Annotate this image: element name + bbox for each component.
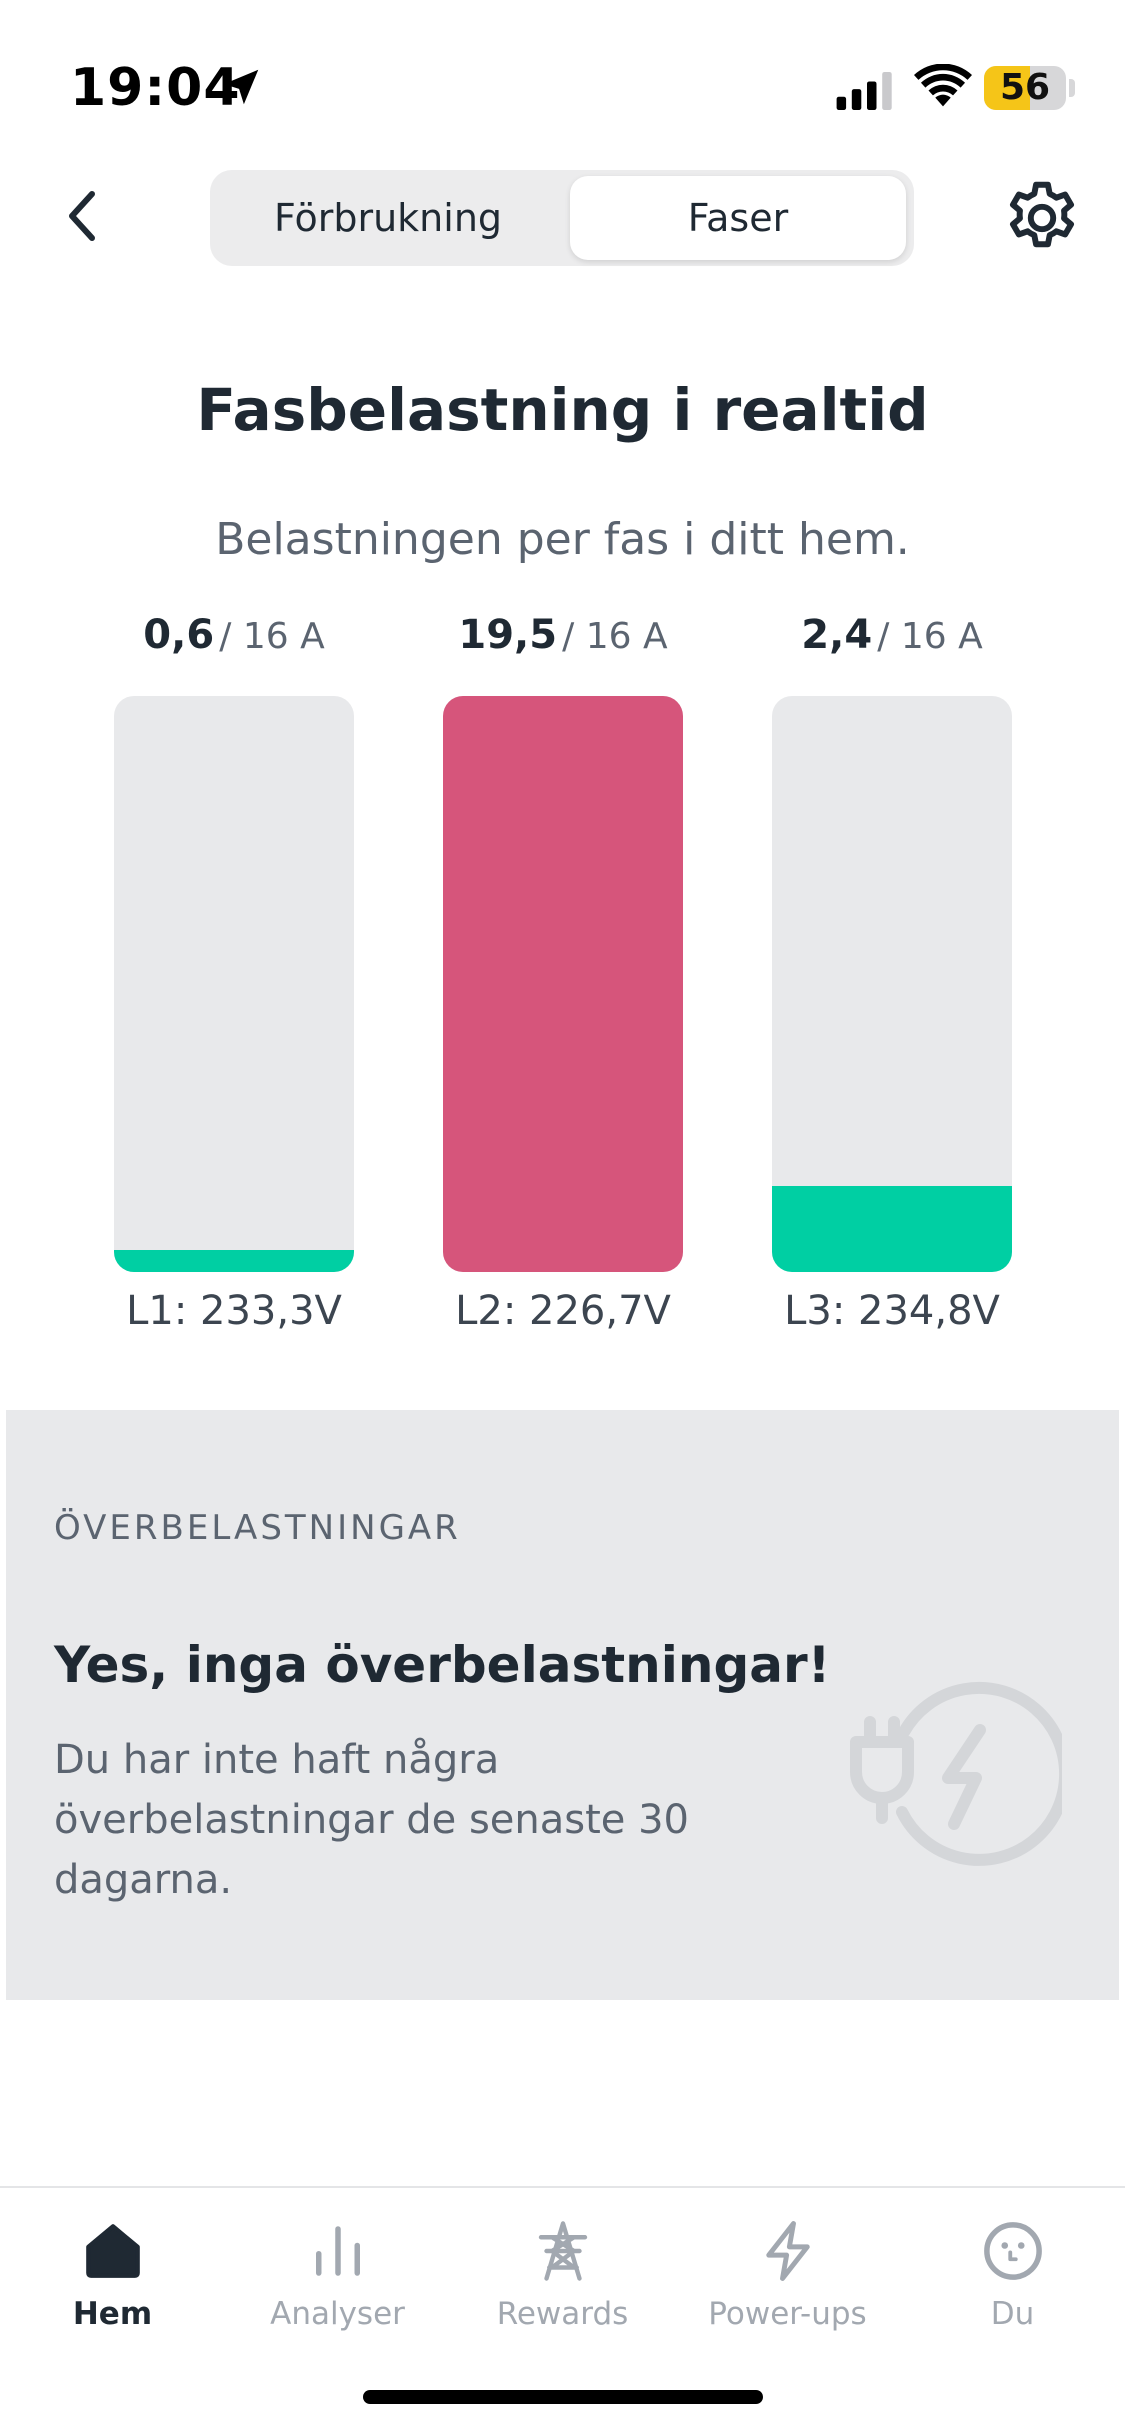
tab-label: Power-ups — [708, 2296, 867, 2332]
tab-label: Du — [990, 2296, 1035, 2332]
overload-status-title: Yes, inga överbelastningar! — [54, 1636, 831, 1694]
gear-icon — [1009, 181, 1075, 248]
phase-voltage: L1: 233,3V — [126, 1288, 342, 1334]
phase-max-label: / 16 A — [562, 616, 668, 657]
tab-faser[interactable]: Faser — [570, 176, 906, 260]
phase-reading: 2,4 / 16 A — [732, 612, 1052, 658]
phase-reading: 0,6 / 16 A — [74, 612, 394, 658]
face-icon — [984, 2222, 1042, 2280]
home-indicator — [363, 2390, 763, 2404]
phase-bar-track — [114, 696, 354, 1272]
status-time: 19:04 — [70, 58, 241, 118]
segmented-control: Förbrukning Faser — [210, 170, 914, 266]
tab-label: Analyser — [270, 2296, 405, 2332]
tab-rewards[interactable]: Rewards — [450, 2188, 675, 2348]
back-button[interactable] — [52, 178, 118, 254]
battery-nub — [1069, 79, 1075, 97]
phase-bar-fill — [114, 1250, 354, 1272]
tab-forbrukning[interactable]: Förbrukning — [273, 196, 503, 240]
tab-label: Hem — [72, 2296, 153, 2332]
phase-current-value: 19,5 — [458, 612, 558, 658]
overload-section-heading: ÖVERBELASTNINGAR — [54, 1508, 461, 1548]
battery-indicator: 56 — [984, 66, 1066, 110]
status-bar: 19:04 56 — [0, 0, 1125, 150]
overload-panel: ÖVERBELASTNINGAR Yes, inga överbelastnin… — [6, 1410, 1119, 2000]
location-arrow-icon — [223, 69, 259, 105]
phase-max-label: / 16 A — [219, 616, 325, 657]
phase-bar-fill — [772, 1186, 1012, 1272]
battery-percent: 56 — [999, 67, 1051, 108]
plug-lightning-icon — [850, 1681, 1062, 1866]
battery-level-fill — [984, 66, 1030, 110]
phase-current-value: 2,4 — [801, 612, 873, 658]
power-tower-icon — [538, 2221, 588, 2281]
phase-current-value: 0,6 — [143, 612, 215, 658]
page-title: Fasbelastning i realtid — [196, 376, 929, 444]
phase-reading: 19,5 / 16 A — [403, 612, 723, 658]
home-icon — [86, 2224, 140, 2278]
phase-bar-track — [772, 696, 1012, 1272]
tab-label: Rewards — [496, 2296, 629, 2332]
chevron-left-icon — [69, 191, 95, 241]
phase-bar-track — [443, 696, 683, 1272]
phase-voltage: L3: 234,8V — [784, 1288, 1000, 1334]
overload-status-description: Du har inte haft några överbelastningar … — [54, 1737, 689, 1903]
settings-button[interactable] — [1000, 176, 1084, 260]
tab-du[interactable]: Du — [900, 2188, 1125, 2348]
tab-hem[interactable]: Hem — [0, 2188, 225, 2348]
cellular-signal-icon — [836, 72, 892, 110]
phase-max-label: / 16 A — [877, 616, 983, 657]
tab-analyser[interactable]: Analyser — [225, 2188, 450, 2348]
page-subtitle: Belastningen per fas i ditt hem. — [215, 514, 910, 565]
phase-voltage: L2: 226,7V — [455, 1288, 671, 1334]
wifi-icon — [914, 64, 972, 107]
tab-power-ups[interactable]: Power-ups — [675, 2188, 900, 2348]
lightning-icon — [766, 2221, 810, 2281]
bar-chart-icon — [316, 2226, 360, 2276]
phase-bar-fill — [443, 696, 683, 1272]
